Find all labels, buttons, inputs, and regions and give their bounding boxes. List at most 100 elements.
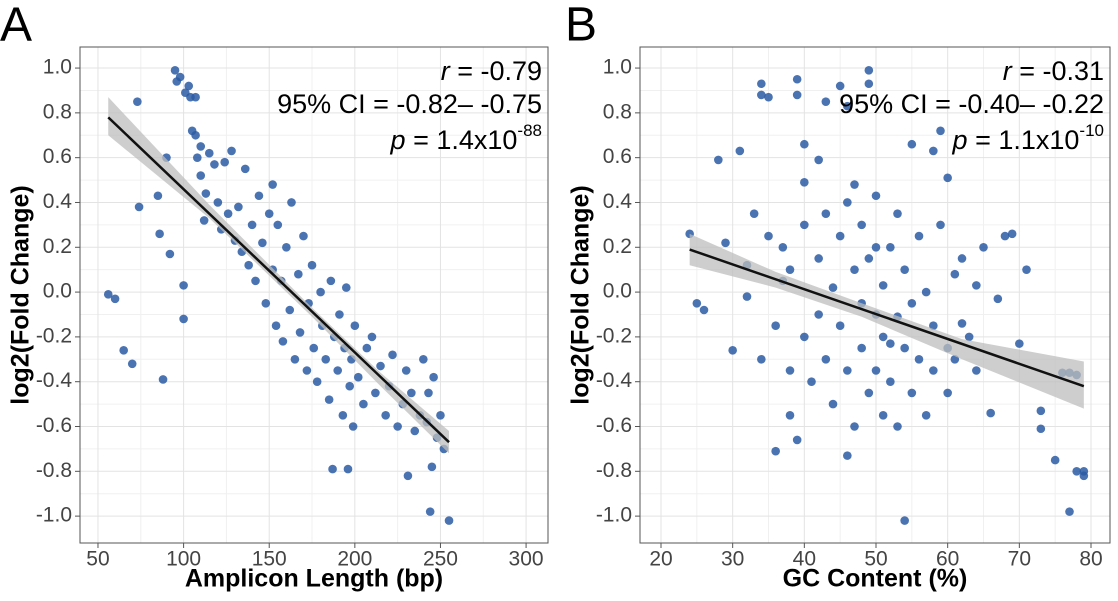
point	[201, 189, 211, 198]
point	[444, 516, 454, 525]
point	[326, 276, 336, 286]
y-tick-label: -0.6	[36, 414, 72, 437]
point	[900, 265, 909, 274]
point	[1015, 339, 1024, 348]
point	[1022, 265, 1031, 274]
point	[785, 265, 795, 274]
point	[821, 354, 831, 364]
y-tick-label: -0.6	[596, 414, 632, 437]
annotation-r: r = -0.31	[1003, 56, 1104, 86]
point	[785, 411, 795, 420]
x-tick-label: 60	[936, 548, 959, 571]
point	[436, 411, 445, 420]
y-tick-label: -0.4	[36, 369, 73, 392]
point	[828, 399, 838, 409]
point	[835, 321, 845, 330]
point	[1036, 424, 1046, 434]
point	[943, 173, 952, 183]
point	[261, 298, 271, 308]
point	[929, 366, 938, 375]
point	[943, 388, 952, 398]
point	[757, 90, 766, 100]
point	[871, 191, 881, 201]
point	[936, 220, 945, 230]
point	[843, 101, 852, 111]
point	[900, 516, 909, 525]
p-value: = 1.1x10	[968, 125, 1080, 155]
x-tick-label: 70	[1008, 548, 1031, 571]
point	[771, 446, 780, 456]
point	[907, 388, 917, 398]
r-value: = -0.31	[1012, 56, 1104, 86]
point	[158, 375, 168, 384]
plot-border	[639, 46, 1111, 544]
point	[814, 254, 823, 263]
point	[324, 395, 334, 404]
point	[179, 281, 188, 290]
point	[213, 198, 223, 207]
point	[749, 209, 759, 218]
r-value: = -0.79	[450, 56, 542, 86]
point	[196, 142, 206, 151]
point	[359, 399, 368, 409]
x-tick-label: 100	[166, 548, 201, 571]
point	[240, 164, 250, 174]
y-tick-label: 0.4	[43, 190, 73, 213]
point	[134, 202, 144, 212]
point	[914, 231, 924, 241]
point	[294, 269, 303, 279]
point	[921, 411, 931, 420]
point	[407, 388, 416, 398]
annotation-p: p = 1.1x10-10	[952, 121, 1104, 155]
point	[299, 231, 308, 241]
y-tick-label: -0.2	[596, 324, 632, 347]
x-tick-label: 30	[721, 548, 744, 571]
y-tick-label: -0.2	[36, 324, 72, 347]
fit-line	[107, 116, 450, 444]
p-symbol: p	[952, 125, 968, 155]
point	[864, 65, 874, 75]
point	[792, 74, 802, 84]
p-exponent: -88	[517, 121, 542, 140]
point	[223, 209, 233, 218]
point	[742, 292, 752, 301]
y-tick-label: 0.0	[603, 280, 632, 303]
point	[871, 366, 881, 375]
point	[972, 366, 981, 375]
point	[964, 332, 974, 342]
point	[986, 408, 995, 418]
point	[835, 231, 845, 241]
point	[843, 366, 852, 375]
point	[268, 180, 277, 189]
point	[972, 281, 981, 290]
point	[1000, 231, 1010, 241]
point	[771, 321, 780, 330]
confidence-band	[108, 97, 450, 454]
x-tick-label: 50	[864, 548, 887, 571]
point	[335, 310, 344, 319]
point	[287, 198, 296, 207]
point	[425, 507, 435, 516]
x-tick-label: 50	[86, 548, 109, 571]
point	[721, 238, 730, 248]
point	[321, 354, 331, 364]
point	[843, 451, 852, 460]
point	[119, 346, 128, 355]
point	[950, 269, 960, 279]
point	[929, 321, 938, 330]
x-tick-label: 40	[793, 548, 816, 571]
y-tick-label: 0.6	[43, 145, 72, 168]
x-tick-label: 150	[252, 548, 287, 571]
y-tick-label: 0.6	[603, 145, 632, 168]
y-tick-label: 1.0	[603, 56, 632, 79]
point	[800, 220, 809, 230]
point	[254, 191, 264, 201]
point	[403, 471, 413, 481]
point	[309, 343, 319, 353]
plot-background	[640, 47, 1110, 543]
point	[170, 65, 180, 75]
point	[429, 372, 438, 382]
x-tick-label: 200	[337, 548, 372, 571]
r-symbol: r	[1003, 56, 1013, 86]
